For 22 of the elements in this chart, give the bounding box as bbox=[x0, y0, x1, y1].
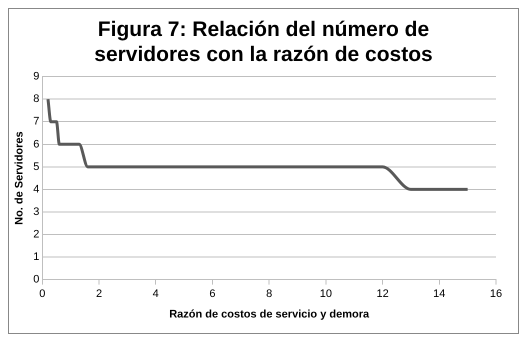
y-tick-label: 5 bbox=[33, 160, 40, 173]
x-tick-label: 2 bbox=[96, 288, 102, 300]
y-tick-label: 1 bbox=[33, 251, 40, 264]
chart-title: Figura 7: Relación del número de servidores con la razón de costos bbox=[94, 17, 434, 67]
x-tick-label: 4 bbox=[152, 288, 159, 300]
line-series bbox=[46, 98, 470, 191]
y-tick-label: 9 bbox=[33, 70, 40, 83]
y-tick-label: 8 bbox=[33, 93, 40, 106]
y-tick-label: 3 bbox=[33, 206, 40, 218]
y-tick-label: 2 bbox=[33, 228, 40, 241]
y-axis-title: No. de Servidores bbox=[14, 131, 26, 225]
y-tick-label: 7 bbox=[33, 116, 40, 128]
x-tick-label: 10 bbox=[320, 288, 332, 300]
x-tick-label: 8 bbox=[266, 288, 272, 300]
x-tick-label: 6 bbox=[209, 288, 216, 300]
x-axis-title: Razón de costos de servicio y demora bbox=[169, 308, 370, 320]
y-tick-label: 4 bbox=[33, 183, 40, 196]
x-tick-label: 12 bbox=[376, 288, 389, 300]
y-tick-label: 6 bbox=[33, 138, 40, 150]
y-tick-label: 0 bbox=[33, 274, 40, 286]
x-tick-label: 16 bbox=[490, 288, 502, 300]
x-tick-label: 14 bbox=[433, 288, 446, 300]
